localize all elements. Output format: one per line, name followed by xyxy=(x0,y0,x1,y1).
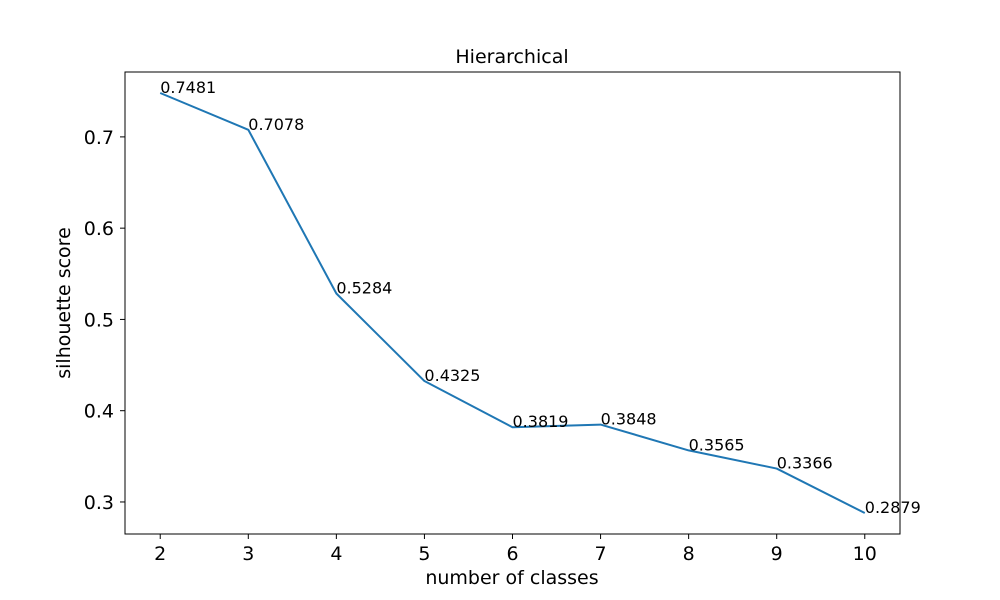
x-tick-label: 4 xyxy=(330,543,342,565)
data-label: 0.7078 xyxy=(248,115,304,134)
data-label: 0.3819 xyxy=(513,412,569,431)
data-label: 0.3848 xyxy=(601,410,657,429)
data-label: 0.2879 xyxy=(865,498,921,517)
data-labels: 0.7481 0.7078 0.5284 0.4325 0.3819 0.3848 0.35… xyxy=(160,78,921,517)
data-label: 0.3366 xyxy=(777,454,833,473)
series-line xyxy=(159,92,866,514)
x-tick-label: 7 xyxy=(595,543,607,565)
x-tick-label: 10 xyxy=(853,543,877,565)
x-axis: 2 3 4 5 6 7 8 9 10 xyxy=(154,534,877,565)
data-label: 0.3565 xyxy=(689,435,745,454)
series-layer xyxy=(159,92,866,514)
x-tick-label: 2 xyxy=(154,543,166,565)
x-tick-label: 5 xyxy=(418,543,430,565)
chart-title: Hierarchical xyxy=(455,46,568,68)
x-tick-label: 3 xyxy=(242,543,254,565)
x-tick-label: 6 xyxy=(506,543,518,565)
data-label: 0.4325 xyxy=(424,366,480,385)
data-label: 0.5284 xyxy=(336,279,392,298)
y-tick-label: 0.5 xyxy=(84,309,114,331)
x-tick-label: 9 xyxy=(771,543,783,565)
y-axis: 0.3 0.4 0.5 0.6 0.7 xyxy=(84,127,125,514)
x-tick-label: 8 xyxy=(683,543,695,565)
y-tick-label: 0.4 xyxy=(84,401,114,423)
data-label: 0.7481 xyxy=(160,78,216,97)
y-axis-label: silhouette score xyxy=(53,227,75,379)
x-axis-label: number of classes xyxy=(425,567,598,589)
y-tick-label: 0.7 xyxy=(84,127,114,149)
y-tick-label: 0.3 xyxy=(84,492,114,514)
y-tick-label: 0.6 xyxy=(84,218,114,240)
